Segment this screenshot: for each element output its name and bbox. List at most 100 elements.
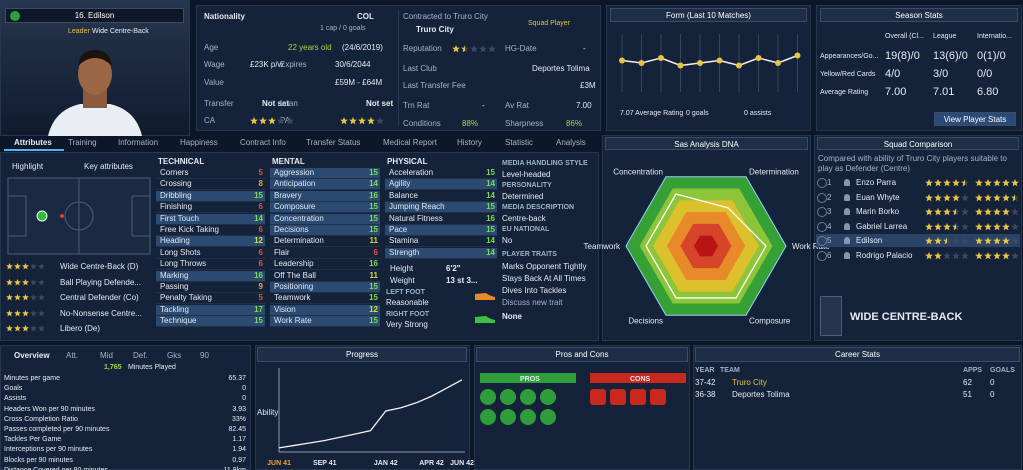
- role[interactable]: No-Nonsense Centre...: [60, 308, 142, 318]
- pro-icon: [520, 409, 536, 425]
- text: £59M - £64M: [335, 78, 383, 87]
- tab[interactable]: Attributes: [14, 138, 52, 147]
- overview-tab[interactable]: Overview: [14, 351, 50, 360]
- status-icon: [10, 11, 20, 21]
- player[interactable]: Edilson: [856, 236, 883, 245]
- tab[interactable]: Medical Report: [383, 138, 437, 147]
- view-stats-button[interactable]: View Player Stats: [934, 112, 1016, 126]
- tab[interactable]: History: [457, 138, 482, 147]
- player[interactable]: Gabriel Larrea: [856, 221, 908, 231]
- form-title[interactable]: Form (Last 10 Matches): [610, 8, 807, 22]
- overview-tab[interactable]: Gks: [167, 351, 182, 360]
- role[interactable]: Central Defender (Co): [60, 293, 139, 302]
- star: [1002, 222, 1010, 230]
- text: Av Rat: [505, 101, 529, 110]
- stat-value: 0: [242, 395, 246, 403]
- player[interactable]: Euan Whyte: [856, 192, 900, 202]
- rank: 4: [827, 221, 832, 231]
- career-title[interactable]: Career Stats: [695, 347, 1020, 362]
- attribute-value: 15: [369, 293, 378, 303]
- star-empty: [470, 45, 478, 53]
- overview-tab[interactable]: Def.: [133, 351, 148, 360]
- boot-icon: [475, 293, 495, 300]
- boot: [475, 316, 495, 323]
- text[interactable]: Highlight: [12, 162, 44, 171]
- progress-line: [278, 379, 463, 449]
- tab[interactable]: Information: [118, 138, 159, 147]
- star-empty: [376, 117, 384, 125]
- cons-bar: [590, 373, 686, 383]
- career-panel: [693, 345, 1022, 470]
- pros-cons-title[interactable]: Pros and Cons: [476, 347, 688, 362]
- text: PLAYER TRAITS: [502, 251, 557, 258]
- tab[interactable]: Contract Info: [240, 138, 286, 147]
- text: Value: [204, 78, 224, 87]
- season-title[interactable]: Season Stats: [820, 8, 1018, 22]
- career-cell[interactable]: Deportes Tolima: [732, 390, 790, 399]
- radar-label: Teamwork: [584, 242, 621, 251]
- tab[interactable]: Analysis: [556, 138, 586, 147]
- player-shape: [645, 193, 767, 299]
- star: [934, 222, 942, 230]
- section-title: MENTAL: [272, 157, 305, 166]
- star-empty: [30, 309, 37, 316]
- dna-title[interactable]: Sas Analysis DNA: [605, 137, 808, 150]
- role[interactable]: Libero (De): [60, 324, 101, 333]
- attribute-value: 6: [373, 247, 378, 257]
- player[interactable]: Rodrigo Palacio: [856, 250, 913, 260]
- tab[interactable]: Happiness: [180, 138, 218, 147]
- stars: [452, 45, 496, 53]
- attribute-row: [156, 293, 265, 305]
- attribute-row: [156, 190, 265, 202]
- text: 1 cap / 0 goals: [320, 25, 366, 32]
- overview-tab[interactable]: Mid: [100, 351, 113, 360]
- player-icon: [844, 237, 850, 244]
- player-name[interactable]: 16. Edilson: [5, 8, 184, 23]
- player[interactable]: Marin Borko: [856, 207, 900, 216]
- row-label: Yellow/Red Cards: [820, 71, 876, 78]
- text: HG-Date: [505, 44, 537, 53]
- star-half: [952, 222, 956, 230]
- text: CA: [204, 116, 216, 125]
- attribute-row: [270, 202, 380, 214]
- tab[interactable]: Transfer Status: [306, 138, 361, 147]
- tab[interactable]: Statistic: [505, 138, 534, 147]
- progress-chart: JUN 41 SEP 41 JAN 42 APR 42 JUN 42: [267, 368, 474, 467]
- attribute-name: Technique: [160, 316, 197, 326]
- attribute-value: 9: [258, 282, 263, 291]
- stat-label: Goals: [4, 385, 23, 393]
- radar-ring: [694, 235, 718, 257]
- star-empty: [961, 222, 969, 230]
- text[interactable]: Key attributes: [84, 162, 133, 171]
- star: [358, 117, 366, 125]
- stat: 0(1)/0: [977, 50, 1006, 62]
- overview-tab[interactable]: 90: [200, 351, 209, 360]
- star-empty: [479, 45, 487, 53]
- stat: 3/0: [933, 68, 949, 80]
- star-empty: [38, 309, 45, 316]
- media-heading: MEDIA HANDLING STYLE: [502, 160, 588, 167]
- form-panel: [606, 5, 811, 131]
- x-tick-label: JAN 42: [374, 460, 398, 467]
- player[interactable]: Enzo Parra: [856, 178, 897, 187]
- trait: Marks Opponent Tightly: [502, 262, 587, 271]
- tab[interactable]: Training: [68, 138, 97, 147]
- squad-title[interactable]: Squad Comparison: [817, 137, 1019, 150]
- overview-tab[interactable]: Att.: [66, 351, 79, 360]
- attribute-value: 14: [486, 190, 495, 200]
- role-tag: Leader: [68, 28, 90, 35]
- text: 30/6/2044: [335, 60, 371, 69]
- role[interactable]: Ball Playing Defende...: [60, 277, 141, 287]
- role[interactable]: Wide Centre-Back (D): [60, 262, 139, 271]
- column-header: Internatio...: [977, 33, 1013, 40]
- progress-title[interactable]: Progress: [257, 347, 467, 362]
- text: Expires: [280, 60, 307, 69]
- attribute-row: [270, 271, 380, 282]
- text: Last Club: [403, 64, 437, 73]
- career-cell: 0: [990, 390, 995, 399]
- star-half: [952, 208, 956, 216]
- rank-ring: [817, 207, 827, 217]
- star: [6, 325, 13, 332]
- career-cell[interactable]: Truro City: [732, 378, 767, 387]
- x-tick-label: SEP 41: [313, 460, 337, 467]
